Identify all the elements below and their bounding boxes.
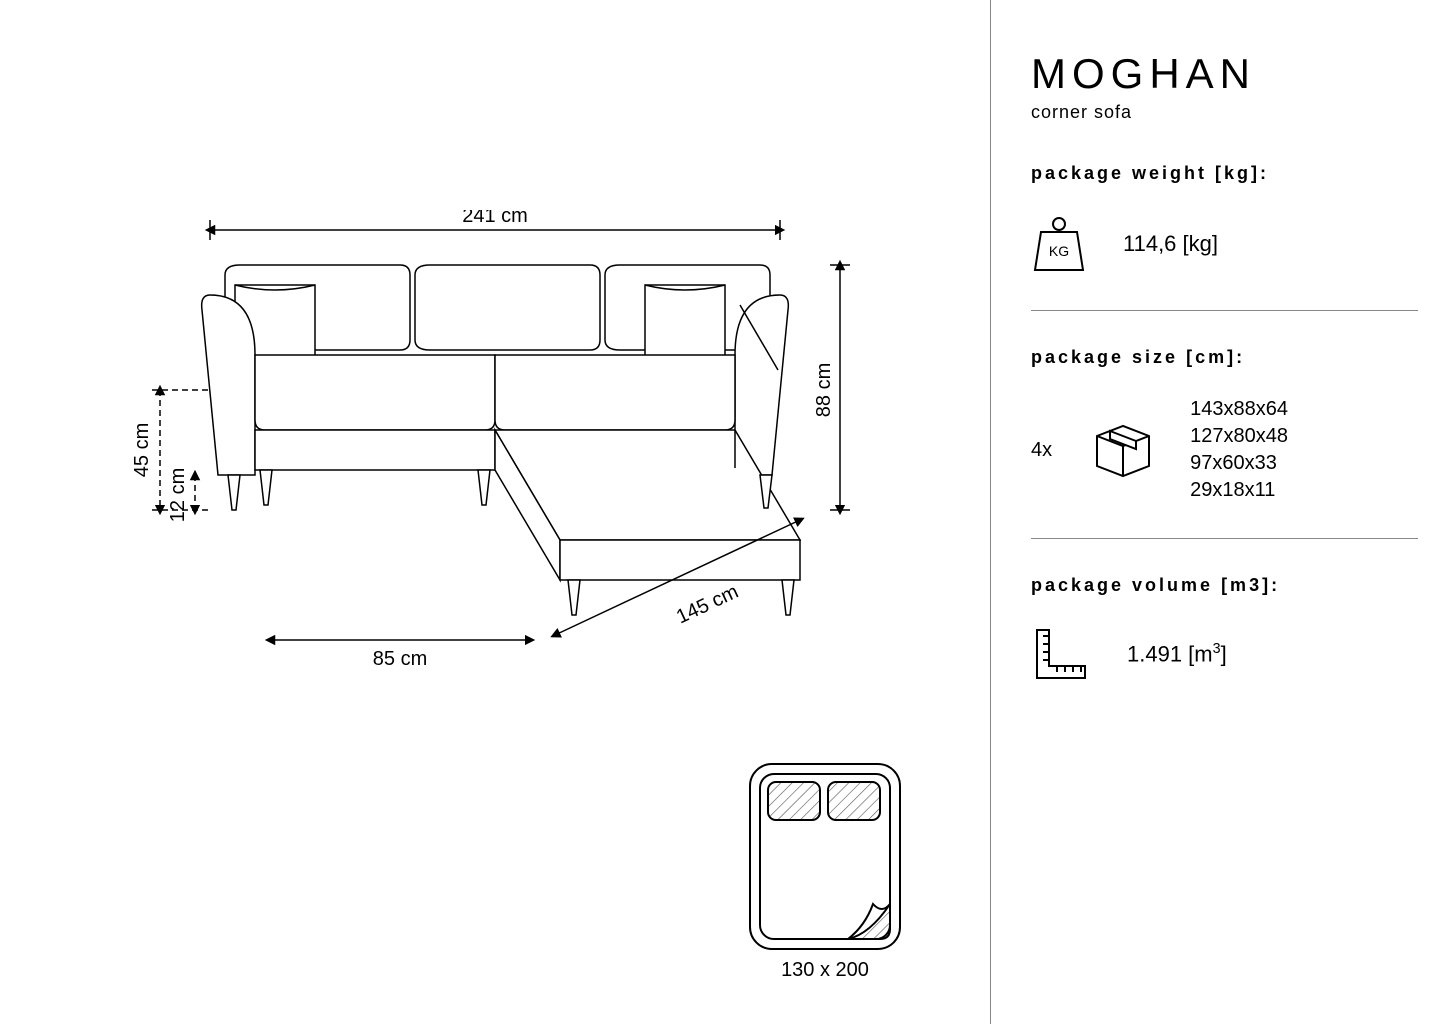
weight-icon: KG: [1031, 214, 1087, 274]
diagram-panel: 241 cm 88 cm 45 cm 12 cm: [0, 0, 990, 1024]
package-qty: 4x: [1031, 439, 1052, 462]
svg-text:KG: KG: [1049, 243, 1069, 259]
dim-width: 241 cm: [462, 210, 528, 227]
sofa-diagram: 241 cm 88 cm 45 cm 12 cm: [100, 210, 920, 690]
weight-section: package weight [kg]: KG 114,6 [kg]: [1031, 163, 1418, 311]
volume-section: package volume [m3]: 1.491 [m3]: [1031, 575, 1418, 718]
size-item: 97x60x33: [1190, 452, 1288, 475]
product-title: MOGHAN: [1031, 50, 1418, 98]
weight-value: 114,6 [kg]: [1123, 231, 1218, 257]
size-item: 29x18x11: [1190, 479, 1288, 502]
dim-bed: 130 x 200: [781, 959, 869, 981]
bed-inset-diagram: 130 x 200: [730, 754, 930, 984]
volume-label: package volume [m3]:: [1031, 575, 1418, 596]
dim-depth: 85 cm: [373, 648, 427, 670]
box-icon: [1092, 422, 1154, 478]
size-item: 143x88x64: [1190, 398, 1288, 421]
size-label: package size [cm]:: [1031, 347, 1418, 368]
dim-seat-height: 45 cm: [131, 423, 153, 477]
dim-leg-height: 12 cm: [167, 468, 189, 522]
dim-chaise: 145 cm: [673, 581, 742, 629]
ruler-icon: [1031, 626, 1091, 682]
size-list: 143x88x64 127x80x48 97x60x33 29x18x11: [1190, 398, 1288, 502]
weight-label: package weight [kg]:: [1031, 163, 1418, 184]
size-item: 127x80x48: [1190, 425, 1288, 448]
size-section: package size [cm]: 4x 143x88x64 127x80x4…: [1031, 347, 1418, 539]
volume-value: 1.491 [m3]: [1127, 641, 1227, 667]
product-subtitle: corner sofa: [1031, 102, 1418, 123]
spec-panel: MOGHAN corner sofa package weight [kg]: …: [990, 0, 1448, 1024]
dim-height: 88 cm: [813, 363, 835, 417]
